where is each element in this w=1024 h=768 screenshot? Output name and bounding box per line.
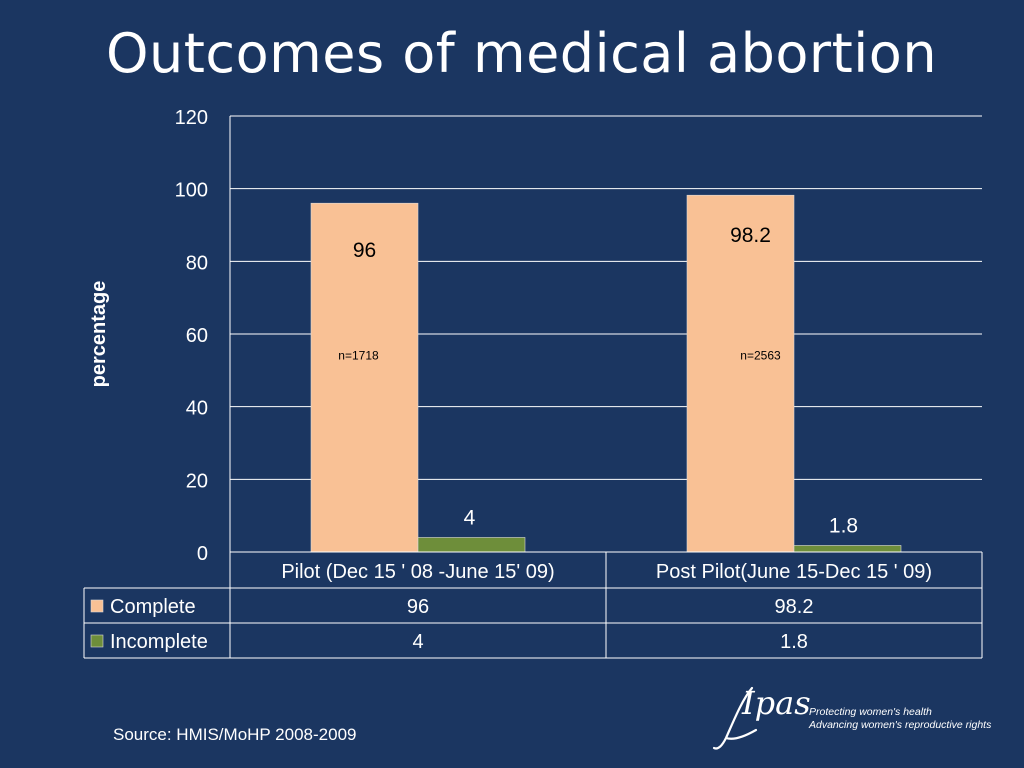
legend-swatch-complete [90, 599, 104, 613]
data-label: 1.8 [829, 514, 858, 537]
table-cell: 4 [412, 631, 423, 653]
data-label: 96 [353, 239, 376, 262]
ipas-logo: Ipas Protecting women's health Advancing… [712, 680, 1012, 755]
bar-incomplete [793, 545, 902, 553]
logo-tagline-2: Advancing women's reproductive rights [809, 719, 992, 731]
sample-size-annotation: n=2563 [740, 348, 781, 362]
table-cell: 98.2 [775, 596, 814, 618]
y-axis-ticks: 0 20 40 60 80 100 120 [175, 107, 208, 565]
sample-size-annotation: n=1718 [338, 348, 379, 362]
table-cell: 96 [407, 596, 429, 618]
source-note: Source: HMIS/MoHP 2008-2009 [113, 725, 357, 744]
logo-wordmark: Ipas [742, 684, 811, 722]
legend-swatch-incomplete [90, 634, 104, 648]
y-tick-label: 40 [186, 398, 208, 420]
y-axis-title: percentage [88, 281, 110, 388]
table-cell: 1.8 [780, 631, 808, 653]
bar-complete [310, 202, 419, 553]
logo-swoosh-icon [712, 686, 758, 750]
data-label: 4 [464, 506, 476, 529]
y-tick-label: 60 [186, 325, 208, 347]
x-category-label: Pilot (Dec 15 ' 08 -June 15' 09) [281, 561, 554, 583]
data-table: Pilot (Dec 15 ' 08 -June 15' 09) Post Pil… [83, 551, 983, 659]
legend-label: Incomplete [110, 631, 208, 653]
x-category-label: Post Pilot(June 15-Dec 15 ' 09) [656, 561, 932, 583]
data-labels: 96 4 n=1718 98.2 1.8 n=2563 [338, 224, 858, 537]
y-tick-label: 80 [186, 252, 208, 274]
bars [310, 194, 902, 553]
data-label: 98.2 [730, 224, 771, 247]
y-tick-label: 120 [175, 107, 208, 129]
bar-complete [686, 194, 795, 553]
y-tick-label: 20 [186, 470, 208, 492]
legend-label: Complete [110, 596, 196, 618]
bar-incomplete [417, 537, 526, 553]
y-tick-label: 100 [175, 180, 208, 202]
logo-tagline-1: Protecting women's health [809, 706, 932, 718]
slide-title: Outcomes of medical abortion [106, 22, 938, 85]
y-tick-label: 0 [197, 543, 208, 565]
